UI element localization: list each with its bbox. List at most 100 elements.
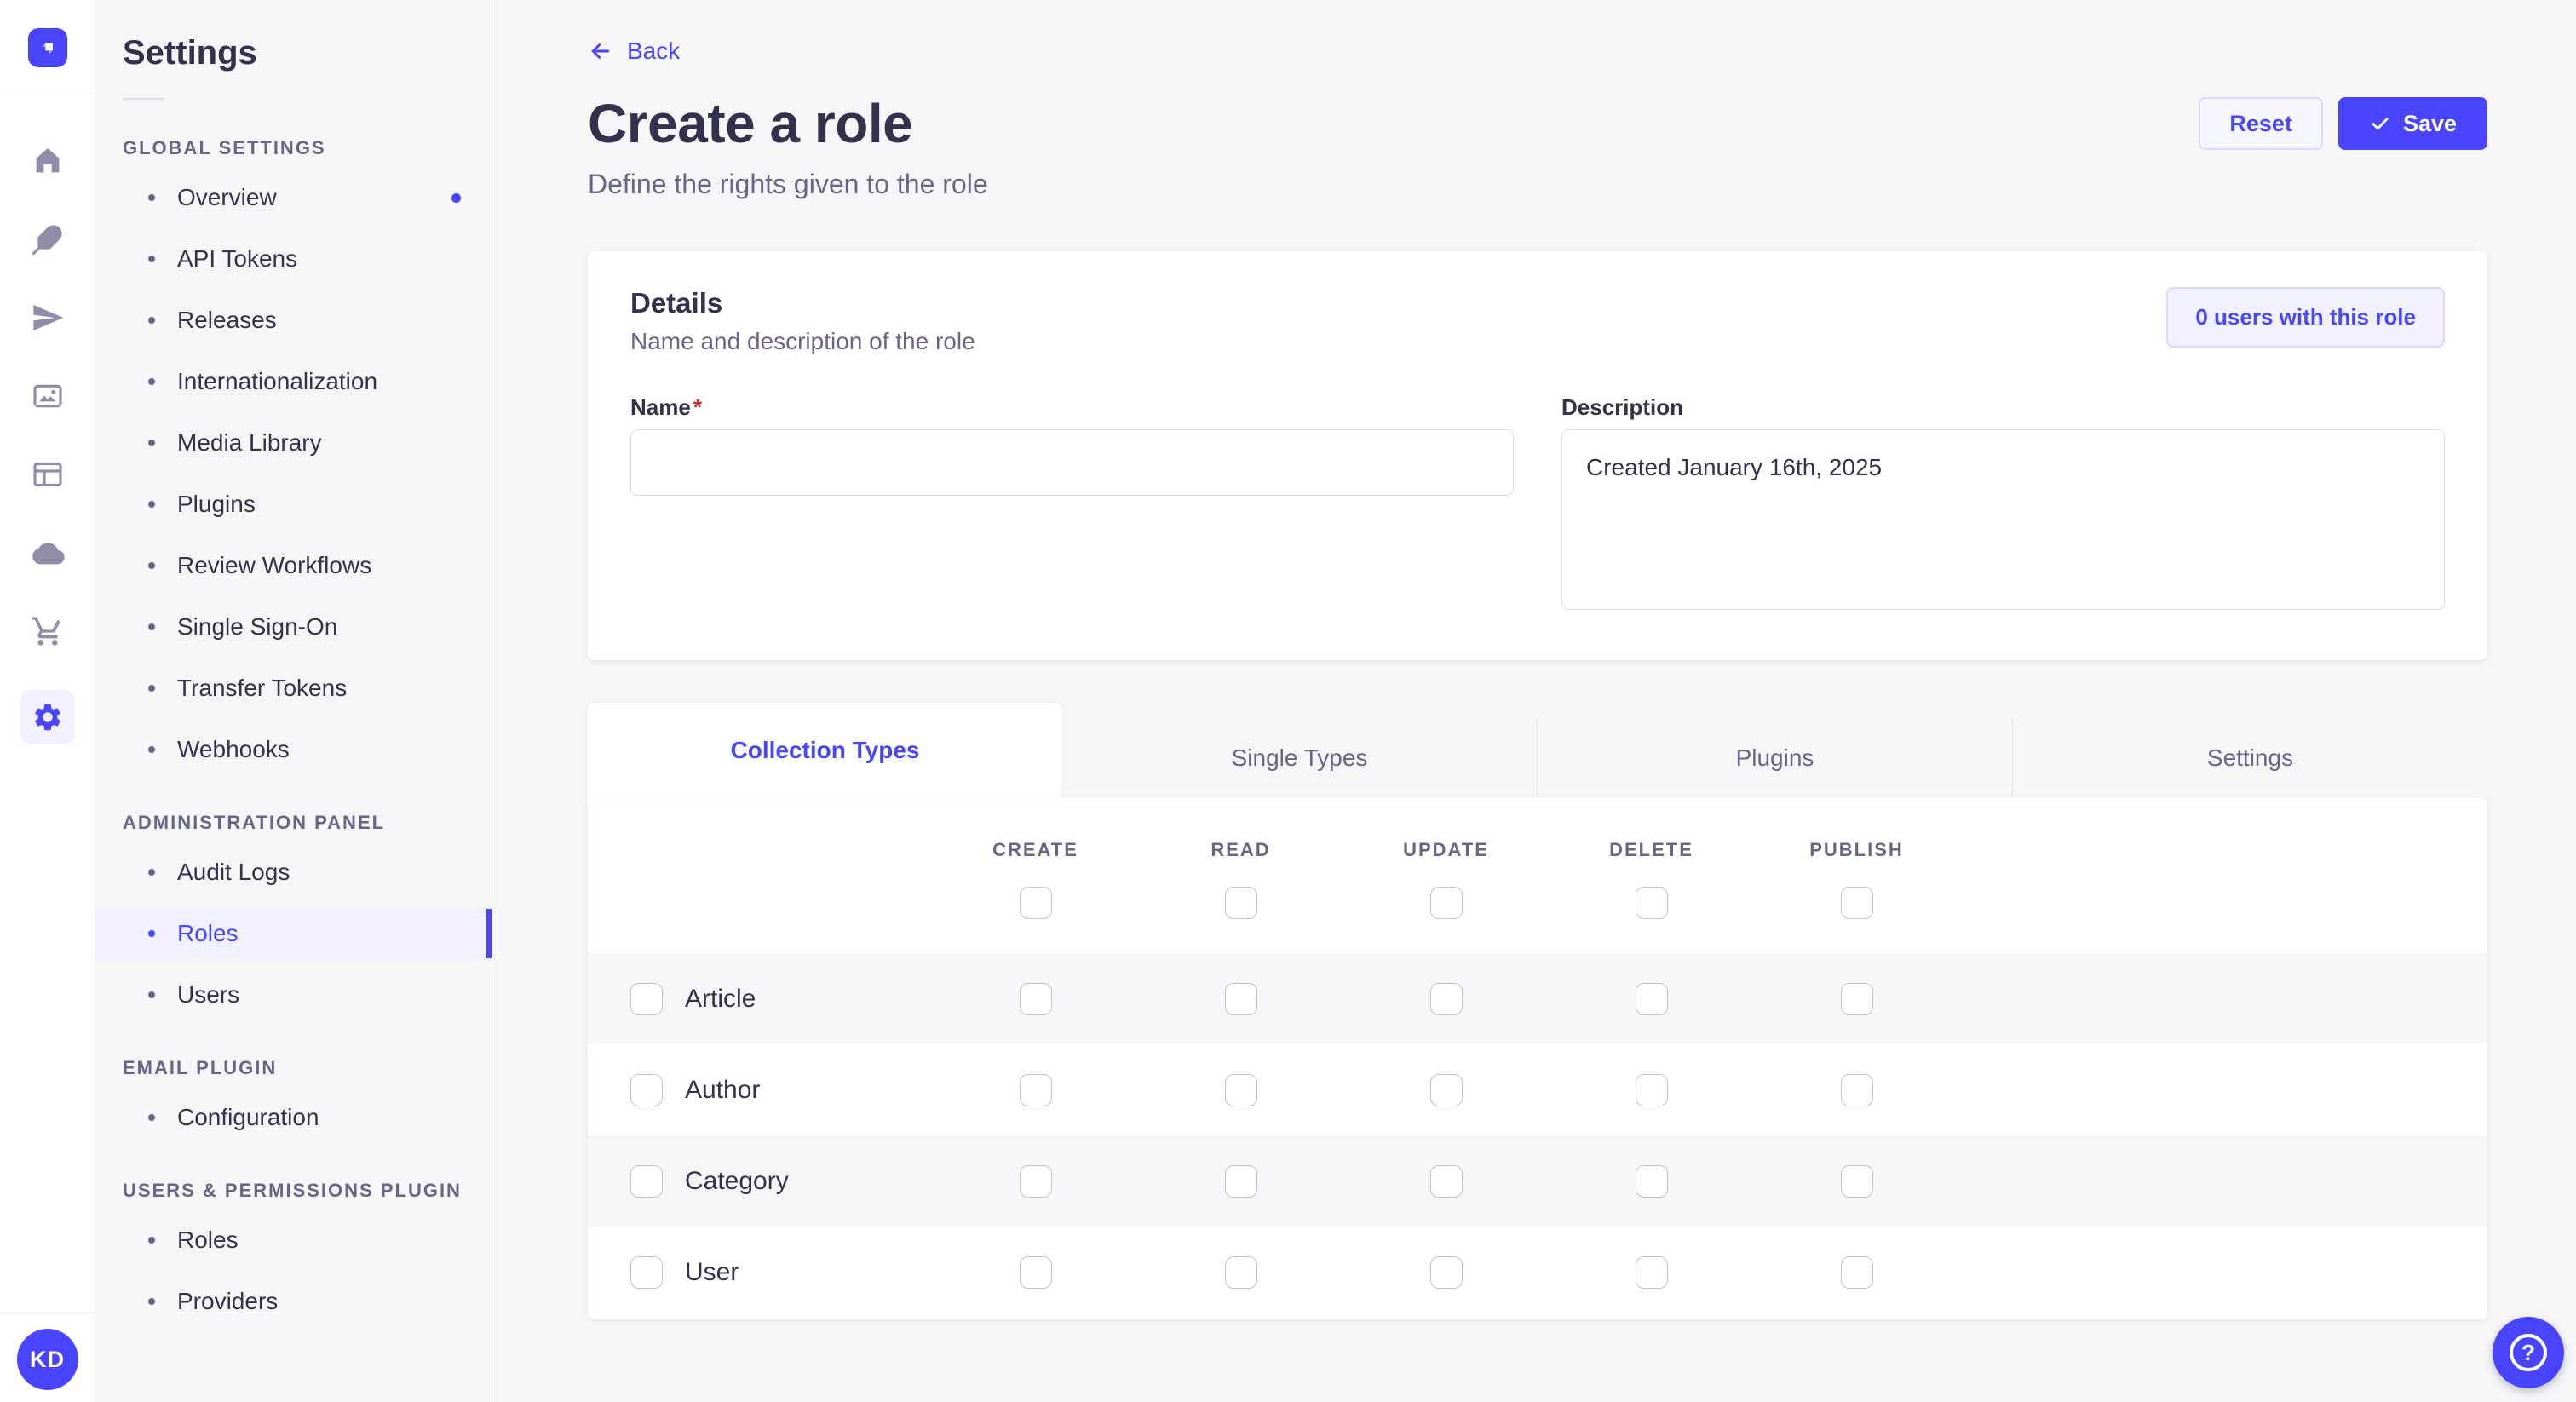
sidebar-item-label: Roles [177, 920, 239, 946]
save-label: Save [2402, 110, 2457, 136]
category-create-checkbox[interactable] [1019, 1164, 1052, 1198]
back-label: Back [627, 37, 681, 64]
sidebar-item-internationalization[interactable]: Internationalization [95, 357, 492, 406]
cloud-nav-button[interactable] [28, 533, 67, 572]
sidebar-item-webhooks[interactable]: Webhooks [95, 725, 492, 774]
tab-plugins[interactable]: Plugins [1537, 718, 2012, 798]
user-update-checkbox[interactable] [1429, 1255, 1463, 1289]
users-with-role-badge: 0 users with this role [2166, 287, 2445, 348]
description-textarea[interactable]: Created January 16th, 2025 [1561, 429, 2445, 610]
save-button[interactable]: Save [2337, 97, 2487, 150]
category-publish-checkbox[interactable] [1840, 1164, 1873, 1198]
author-read-checkbox[interactable] [1224, 1073, 1257, 1106]
reset-button[interactable]: Reset [2199, 97, 2323, 150]
paper-plane-nav-button[interactable] [28, 298, 67, 337]
back-link[interactable]: Back [588, 37, 680, 65]
name-input[interactable] [630, 429, 1514, 496]
category-update-checkbox[interactable] [1429, 1164, 1463, 1198]
article-update-checkbox[interactable] [1429, 982, 1463, 1015]
media-library-icon [31, 379, 65, 413]
bullet-icon [148, 623, 155, 630]
divider [123, 98, 164, 100]
notification-dot-icon [451, 192, 461, 203]
home-nav-button[interactable] [28, 141, 67, 181]
select-all-publish-checkbox[interactable] [1840, 887, 1873, 919]
select-row-article-checkbox[interactable] [630, 982, 663, 1015]
select-all-delete-checkbox[interactable] [1635, 887, 1668, 919]
select-row-author-checkbox[interactable] [630, 1073, 663, 1106]
author-delete-checkbox[interactable] [1635, 1073, 1668, 1106]
sidebar-item-configuration[interactable]: Configuration [95, 1093, 492, 1142]
sidebar-item-releases[interactable]: Releases [95, 296, 492, 345]
settings-sidebar-head: Settings [95, 0, 492, 100]
category-delete-checkbox[interactable] [1635, 1164, 1668, 1198]
column-header-delete: DELETE [1609, 839, 1693, 860]
name-field-group: Name * [630, 394, 1514, 614]
strapi-logo-glyph [41, 43, 53, 54]
sidebar-item-label: Media Library [177, 429, 322, 456]
sidebar-item-roles[interactable]: Roles [95, 909, 492, 958]
cart-nav-button[interactable] [28, 612, 67, 651]
bullet-icon [148, 746, 155, 753]
user-create-checkbox[interactable] [1019, 1255, 1052, 1289]
tab-single-types[interactable]: Single Types [1062, 718, 1537, 798]
sidebar-item-single-sign-on[interactable]: Single Sign-On [95, 602, 492, 652]
page-title: Create a role [588, 93, 913, 154]
home-icon [31, 144, 65, 178]
details-card: Details Name and description of the role… [588, 251, 2487, 660]
sidebar-item-label: Transfer Tokens [177, 675, 348, 701]
author-publish-checkbox[interactable] [1840, 1073, 1873, 1106]
select-row-user-checkbox[interactable] [630, 1255, 663, 1289]
reset-label: Reset [2229, 110, 2292, 136]
sidebar-item-users[interactable]: Users [95, 970, 492, 1020]
select-all-create-checkbox[interactable] [1019, 887, 1052, 919]
article-create-checkbox[interactable] [1019, 982, 1052, 1015]
sidebar-item-review-workflows[interactable]: Review Workflows [95, 541, 492, 590]
sidebar-item-label: Providers [177, 1288, 279, 1314]
select-all-update-checkbox[interactable] [1429, 887, 1463, 919]
sidebar-item-label: Users [177, 981, 240, 1008]
article-read-checkbox[interactable] [1224, 982, 1257, 1015]
avatar[interactable]: KD [16, 1329, 78, 1390]
sidebar-item-api-tokens[interactable]: API Tokens [95, 234, 492, 284]
user-delete-checkbox[interactable] [1635, 1255, 1668, 1289]
author-update-checkbox[interactable] [1429, 1073, 1463, 1106]
layout-nav-button[interactable] [28, 455, 67, 494]
tab-collection-types[interactable]: Collection Types [588, 703, 1062, 798]
tab-settings[interactable]: Settings [2012, 718, 2487, 798]
bullet-icon [148, 991, 155, 998]
select-row-category-checkbox[interactable] [630, 1164, 663, 1198]
sidebar-item-roles[interactable]: Roles [95, 1215, 492, 1265]
author-create-checkbox[interactable] [1019, 1073, 1052, 1106]
sidebar-item-media-library[interactable]: Media Library [95, 418, 492, 468]
user-publish-checkbox[interactable] [1840, 1255, 1873, 1289]
bullet-icon [148, 1298, 155, 1305]
sidebar-item-transfer-tokens[interactable]: Transfer Tokens [95, 664, 492, 713]
strapi-logo-icon[interactable] [27, 27, 67, 67]
sidebar-item-audit-logs[interactable]: Audit Logs [95, 848, 492, 897]
bullet-icon [148, 1237, 155, 1244]
media-library-nav-button[interactable] [28, 376, 67, 416]
column-header-read: READ [1210, 839, 1271, 860]
check-icon [2372, 118, 2389, 130]
details-title: Details [630, 287, 723, 319]
settings-sidebar: Settings GLOBAL SETTINGS Overview API Toke… [95, 0, 492, 1402]
bullet-icon [148, 869, 155, 876]
bullet-icon [148, 501, 155, 508]
sidebar-item-providers[interactable]: Providers [95, 1277, 492, 1326]
feather-nav-button[interactable] [28, 220, 67, 259]
bullet-icon [148, 256, 155, 262]
category-read-checkbox[interactable] [1224, 1164, 1257, 1198]
sidebar-item-plugins[interactable]: Plugins [95, 480, 492, 529]
row-label: User [685, 1257, 739, 1286]
select-all-read-checkbox[interactable] [1224, 887, 1257, 919]
article-publish-checkbox[interactable] [1840, 982, 1873, 1015]
help-button[interactable]: ? [2493, 1317, 2564, 1388]
column-header-create: CREATE [992, 839, 1078, 860]
details-subtitle: Name and description of the role [630, 328, 975, 354]
bullet-icon [148, 685, 155, 692]
article-delete-checkbox[interactable] [1635, 982, 1668, 1015]
sidebar-item-overview[interactable]: Overview [95, 173, 492, 222]
user-read-checkbox[interactable] [1224, 1255, 1257, 1289]
gear-nav-button[interactable] [20, 690, 75, 744]
